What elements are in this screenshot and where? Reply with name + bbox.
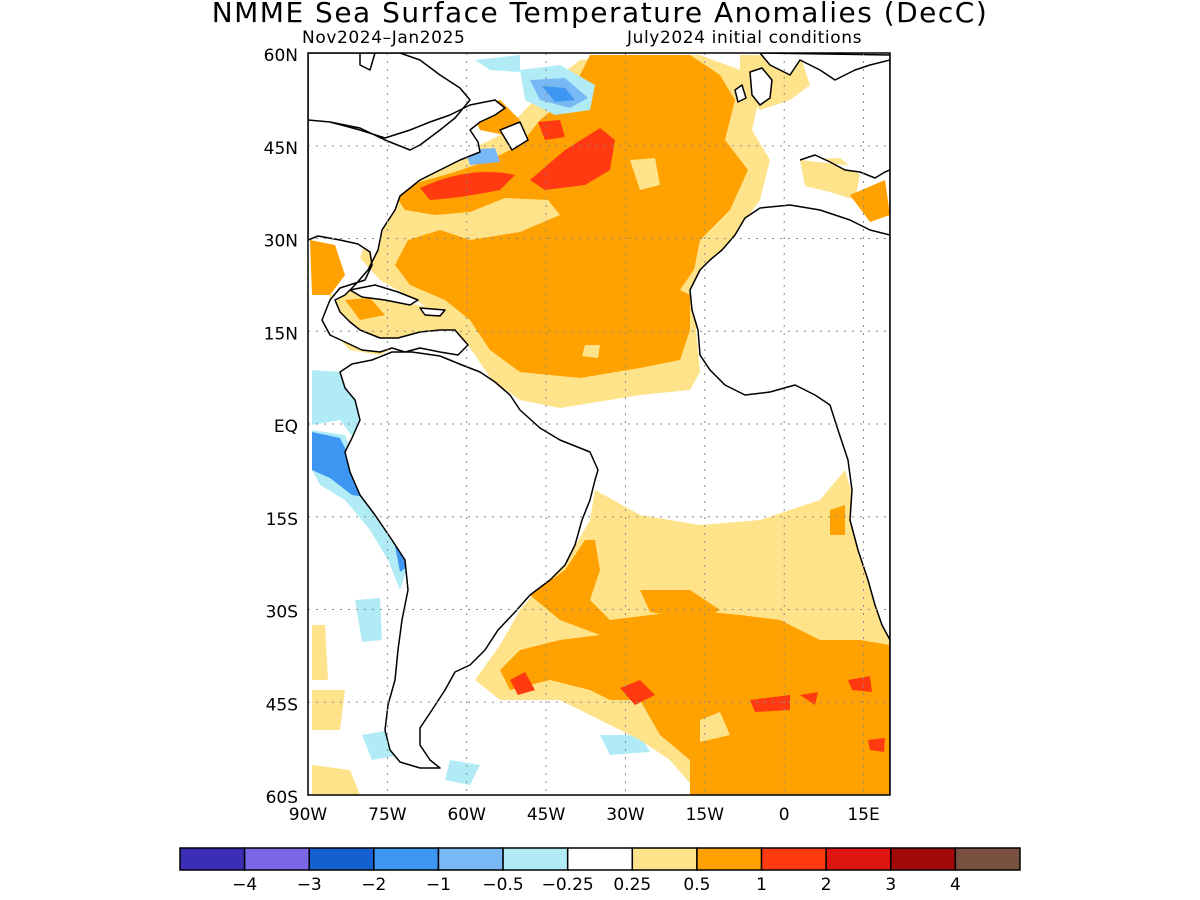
colorbar-label: −0.5	[482, 875, 523, 895]
lon-tick-labels: 90W 75W 60W 45W 30W 15W 0 15E	[289, 805, 880, 825]
colorbar-swatch	[696, 847, 763, 871]
newfoundland	[499, 121, 529, 151]
lat-tick: 45N	[264, 139, 298, 159]
lon-tick: 75W	[368, 805, 407, 825]
colorbar-label: −3	[297, 875, 322, 895]
lon-tick: 45W	[527, 805, 566, 825]
lon-tick: 0	[779, 805, 790, 825]
map-area	[308, 53, 890, 795]
colorbar	[179, 847, 1021, 871]
colorbar-swatch	[502, 847, 569, 871]
lat-tick: 15N	[264, 324, 298, 344]
colorbar-label: 2	[821, 875, 832, 895]
colorbar-swatch	[954, 847, 1021, 871]
lon-tick: 60W	[447, 805, 486, 825]
colorbar-labels: −4 −3 −2 −1 −0.5 −0.25 0.25 0.5 1 2 3 4	[232, 875, 961, 895]
lat-tick-labels: 60N 45N 30N 15N EQ 15S 30S 45S 60S	[264, 46, 298, 808]
lat-tick: 30S	[266, 603, 298, 623]
lon-tick: 15E	[847, 805, 879, 825]
europe-coast	[759, 53, 890, 179]
colorbar-label: −4	[232, 875, 257, 895]
colorbar-swatch	[631, 847, 698, 871]
colorbar-swatch	[308, 847, 375, 871]
colorbar-swatch	[373, 847, 440, 871]
colorbar-label: 3	[885, 875, 896, 895]
lat-tick: 60N	[264, 46, 298, 66]
figure-title: NMME Sea Surface Temperature Anomalies (…	[211, 0, 989, 29]
initial-conditions: July2024 initial conditions	[627, 28, 863, 48]
colorbar-label: −1	[426, 875, 451, 895]
anomaly-fields	[310, 55, 890, 408]
greenland-tip	[359, 53, 376, 71]
colorbar-swatch	[437, 847, 504, 871]
colorbar-label: −2	[361, 875, 386, 895]
colorbar-swatch	[179, 847, 246, 871]
colorbar-label: 0.5	[683, 875, 710, 895]
uk-ireland	[734, 67, 773, 106]
lat-tick: 60S	[266, 788, 298, 808]
colorbar-swatch	[760, 847, 827, 871]
lat-tick: 30N	[264, 232, 298, 252]
lat-tick: 45S	[266, 695, 298, 715]
cuba-hispaniola	[349, 284, 446, 317]
colorbar-swatch	[890, 847, 957, 871]
lon-tick: 15W	[686, 805, 725, 825]
lat-tick: EQ	[274, 417, 298, 437]
colorbar-label: 1	[756, 875, 767, 895]
colorbar-label: 4	[950, 875, 961, 895]
lon-tick: 90W	[289, 805, 328, 825]
colorbar-label: 0.25	[613, 875, 651, 895]
forecast-period: Nov2024–Jan2025	[302, 28, 466, 48]
colorbar-swatch	[243, 847, 310, 871]
colorbar-swatch	[566, 847, 634, 871]
colorbar-label: −0.25	[542, 875, 594, 895]
lat-tick: 15S	[266, 510, 298, 530]
lon-tick: 30W	[606, 805, 645, 825]
gridlines	[308, 53, 890, 795]
colorbar-swatch	[825, 847, 892, 871]
south-america	[339, 351, 599, 769]
map-frame	[307, 52, 891, 796]
north-america	[308, 53, 506, 356]
